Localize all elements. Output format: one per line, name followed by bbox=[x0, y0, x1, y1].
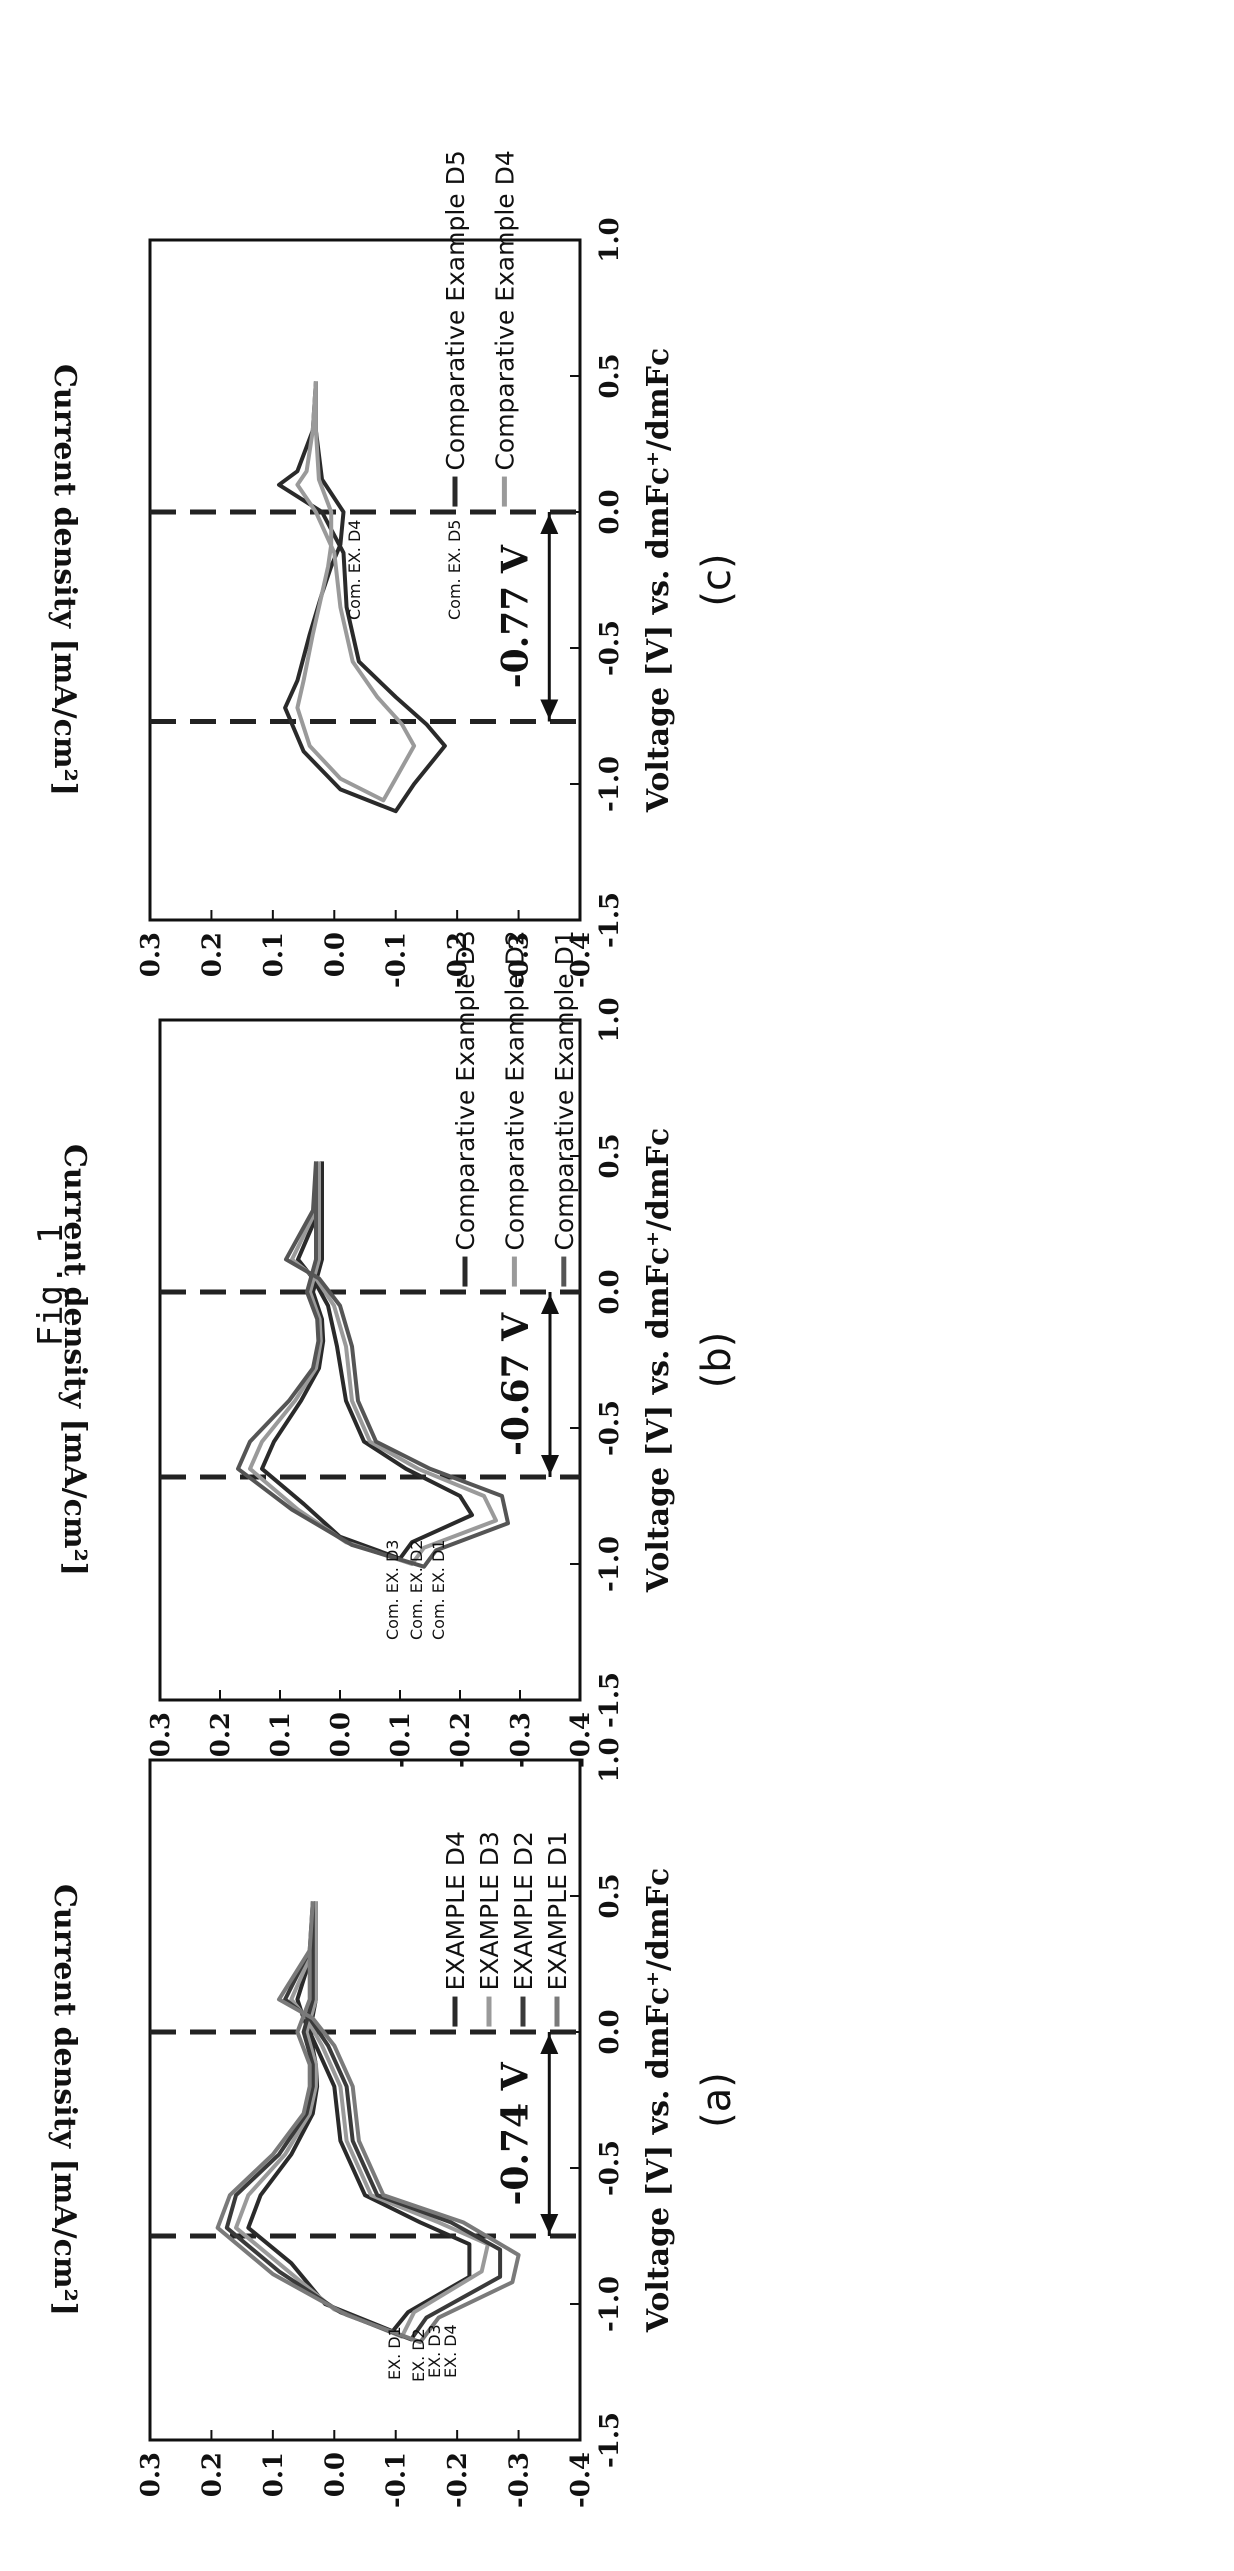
legend-label: Comparative Example D3 bbox=[451, 930, 480, 1250]
x-tick-label: 0.5 bbox=[595, 353, 625, 398]
arrow-head bbox=[540, 514, 559, 534]
panel-label: (a) bbox=[694, 2072, 740, 2128]
legend-label: EXAMPLE D1 bbox=[543, 1831, 572, 1991]
x-tick-label: -1.0 bbox=[595, 756, 625, 812]
x-axis-title: Voltage [V] vs. dmFc⁺/dmFc bbox=[641, 348, 676, 813]
y-tick-label: -0.3 bbox=[505, 932, 535, 988]
x-tick-label: 1.0 bbox=[595, 217, 625, 262]
series-line bbox=[215, 1901, 521, 2345]
y-tick-label: 0.3 bbox=[146, 1712, 176, 1757]
arrow-head bbox=[540, 699, 559, 720]
panel-label: (b) bbox=[694, 1332, 740, 1389]
legend-label: Comparative Example D5 bbox=[441, 150, 470, 470]
legend-label: Comparative Example D4 bbox=[490, 150, 519, 470]
figure-title: Fig. 1 bbox=[31, 1224, 71, 1347]
x-tick-label: -1.5 bbox=[595, 1672, 625, 1728]
y-tick-label: -0.3 bbox=[506, 1712, 536, 1768]
curve-annotation: Com. EX. D1 bbox=[429, 1540, 448, 1640]
y-tick-label: -0.2 bbox=[443, 2452, 473, 2508]
legend-label: Comparative Example D1 bbox=[550, 930, 579, 1250]
plot-frame bbox=[158, 1018, 582, 1702]
series-line bbox=[260, 1161, 474, 1561]
x-tick-label: -1.0 bbox=[595, 2276, 625, 2332]
x-tick-label: -1.0 bbox=[595, 1536, 625, 1592]
y-axis-title: Current density [mA/cm²] bbox=[57, 1144, 92, 1576]
chart-panel-c: -1.5 -1.0 -0.5 0.0 0.5 1.0 -0.4 -0.3 -0.2 -0.1 0.0… bbox=[47, 150, 740, 988]
x-tick-label: -0.5 bbox=[595, 620, 625, 676]
legend-label: Comparative Example D2 bbox=[500, 930, 529, 1250]
x-tick-label: -1.5 bbox=[595, 892, 625, 948]
arrow-head bbox=[541, 1454, 559, 1475]
curve-annotation: EX. D1 bbox=[385, 2326, 404, 2380]
x-axis-title: Voltage [V] vs. dmFc⁺/dmFc bbox=[641, 1868, 676, 2333]
arrow-head bbox=[540, 2214, 559, 2234]
y-tick-label: -0.4 bbox=[566, 2452, 596, 2508]
y-axis-title: Current density [mA/cm²] bbox=[47, 1884, 82, 2316]
y-tick-label: -0.4 bbox=[566, 1712, 596, 1768]
y-tick-label: -0.3 bbox=[505, 2452, 535, 2508]
y-tick-label: 0.2 bbox=[197, 932, 227, 977]
voltage-gap-label: -0.67 V bbox=[495, 1312, 537, 1456]
curve-annotation: Com. EX. D3 bbox=[383, 1540, 402, 1640]
arrow-head bbox=[540, 2034, 559, 2054]
plot-frame bbox=[148, 238, 582, 922]
curve-annotation: EX. D2 bbox=[409, 2328, 428, 2382]
series-line bbox=[277, 381, 447, 814]
y-tick-label: 0.1 bbox=[266, 1712, 296, 1757]
series-line bbox=[295, 381, 417, 803]
x-tick-label: 1.0 bbox=[595, 997, 625, 1042]
x-tick-label: -0.5 bbox=[595, 2140, 625, 2196]
curve-annotation: Com. EX. D2 bbox=[407, 1540, 426, 1640]
x-axis-title: Voltage [V] vs. dmFc⁺/dmFc bbox=[641, 1128, 676, 1593]
x-tick-label: 0.5 bbox=[595, 1873, 625, 1918]
x-tick-label: 1.0 bbox=[595, 1737, 625, 1782]
y-tick-label: 0.0 bbox=[320, 932, 350, 977]
y-tick-label: 0.0 bbox=[320, 2452, 350, 2497]
y-tick-label: -0.1 bbox=[386, 1712, 416, 1768]
x-tick-label: 0.5 bbox=[595, 1133, 625, 1178]
plot-frame bbox=[148, 1758, 582, 2442]
y-tick-label: 0.2 bbox=[206, 1712, 236, 1757]
x-tick-label: 0.0 bbox=[595, 2009, 625, 2054]
curve-annotation: Com. EX. D5 bbox=[445, 520, 464, 620]
y-tick-label: 0.0 bbox=[326, 1712, 356, 1757]
x-tick-label: 0.0 bbox=[595, 1269, 625, 1314]
y-tick-label: -0.1 bbox=[382, 932, 412, 988]
arrow-head bbox=[541, 1294, 559, 1314]
x-tick-label: 0.0 bbox=[595, 489, 625, 534]
y-tick-label: 0.3 bbox=[136, 932, 166, 977]
chart-panel-a: -1.5 -1.0 -0.5 0.0 0.5 1.0 -0.4 -0.3 -0.2 -0.1 0.0… bbox=[47, 1737, 740, 2508]
curve-annotation: Com. EX. D4 bbox=[345, 520, 364, 620]
legend-label: EXAMPLE D2 bbox=[509, 1831, 538, 1991]
curve-annotation: EX. D4 bbox=[441, 2324, 460, 2378]
y-tick-label: 0.3 bbox=[136, 2452, 166, 2497]
legend-label: EXAMPLE D4 bbox=[441, 1831, 470, 1991]
panel-label: (c) bbox=[694, 553, 740, 606]
voltage-gap-label: -0.77 V bbox=[494, 544, 536, 688]
x-tick-label: -0.5 bbox=[595, 1400, 625, 1456]
y-tick-label: 0.2 bbox=[197, 2452, 227, 2497]
y-tick-label: 0.1 bbox=[259, 932, 289, 977]
y-tick-label: -0.1 bbox=[382, 2452, 412, 2508]
y-tick-label: -0.2 bbox=[446, 1712, 476, 1768]
x-tick-label: -1.5 bbox=[595, 2412, 625, 2468]
curve-annotation: EX. D3 bbox=[425, 2324, 444, 2378]
chart-panel-b: -1.5 -1.0 -0.5 0.0 0.5 1.0 -0.4 -0.3 -0.2 -0.1 0.0… bbox=[57, 930, 740, 1768]
y-tick-label: -0.4 bbox=[566, 932, 596, 988]
legend-label: EXAMPLE D3 bbox=[475, 1831, 504, 1991]
y-axis-title: Current density [mA/cm²] bbox=[47, 364, 82, 796]
series-line bbox=[236, 1161, 510, 1569]
y-tick-label: -0.2 bbox=[443, 932, 473, 988]
voltage-gap-label: -0.74 V bbox=[494, 2061, 536, 2205]
y-tick-label: 0.1 bbox=[259, 2452, 289, 2497]
